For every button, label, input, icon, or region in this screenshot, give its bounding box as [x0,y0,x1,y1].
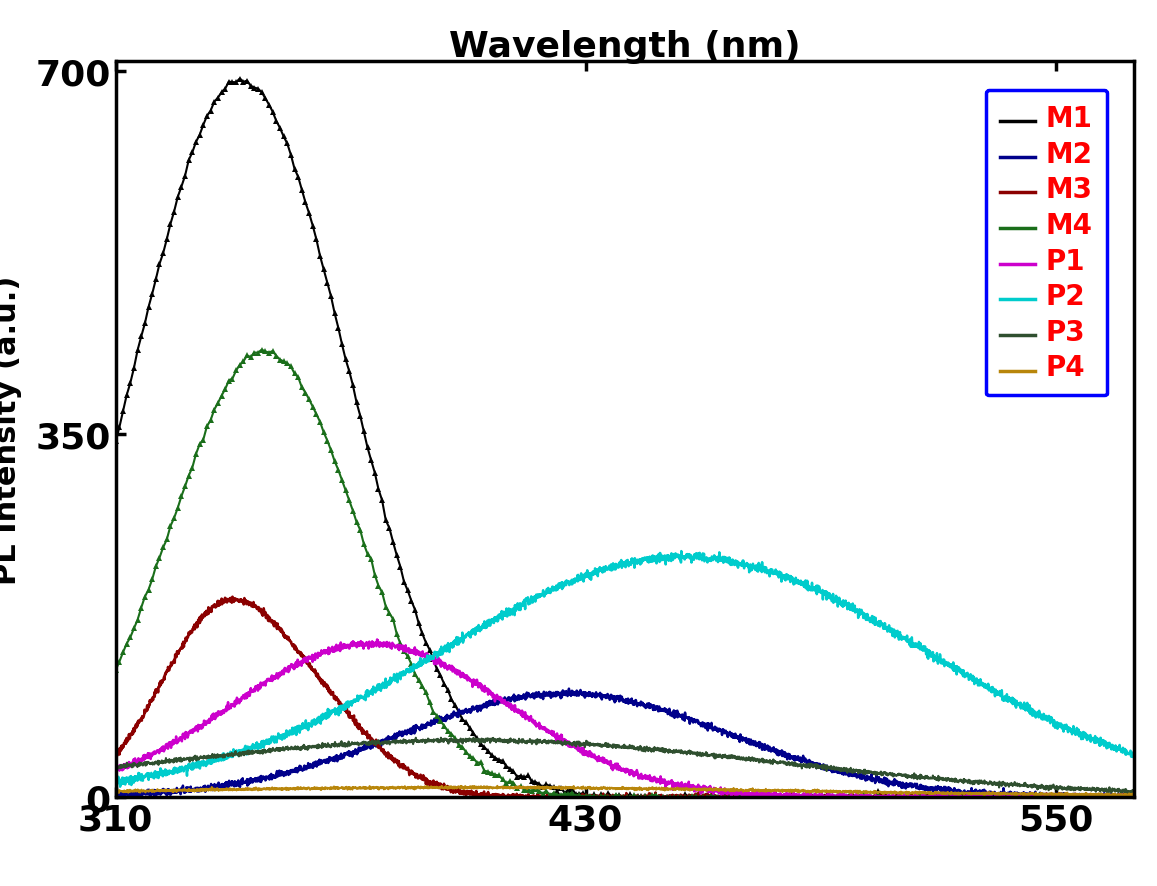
P1 [1107,792,1121,803]
M1 [744,792,758,803]
P1 [224,699,238,710]
M4 [697,792,710,803]
P4 [1075,791,1089,802]
M3 [109,751,123,762]
M4 [1127,790,1141,801]
P4 [491,781,504,791]
X-axis label: Wavelength (nm): Wavelength (nm) [449,29,801,64]
P1 [754,792,768,803]
M3 [1107,792,1121,803]
M1 [602,788,616,798]
P2 [226,750,239,760]
M3 [1127,792,1141,803]
P3 [1107,784,1121,795]
M2 [500,694,514,704]
Legend: M1, M2, M3, M4, P1, P2, P3, P4: M1, M2, M3, M4, P1, P2, P3, P4 [986,91,1106,396]
Line: M1: M1 [113,77,1136,800]
M3 [472,792,486,803]
P4 [500,782,514,793]
P3 [997,780,1011,790]
P4 [109,788,123,798]
P2 [675,546,688,556]
Line: M2: M2 [116,689,1134,797]
M4 [109,664,123,675]
Y-axis label: PL Intensity (a.u.): PL Intensity (a.u.) [0,276,22,584]
Line: P3: P3 [116,738,1134,795]
P3 [109,762,123,773]
M1 [270,116,283,127]
M4 [590,792,604,803]
M4 [270,351,283,361]
P1 [544,728,558,739]
M2 [226,777,239,788]
M3 [500,790,514,801]
P2 [544,587,558,598]
M4 [963,792,977,803]
P1 [370,634,384,645]
M1 [697,791,710,802]
M1 [109,436,123,447]
P2 [109,777,123,788]
P3 [224,748,238,758]
M3 [226,592,239,602]
M3 [224,598,238,609]
P2 [500,603,514,614]
M1 [616,792,629,803]
Line: P1: P1 [116,640,1134,797]
P3 [1127,786,1141,797]
M3 [544,792,558,803]
M4 [255,345,268,355]
P1 [1127,792,1141,803]
P3 [286,742,300,753]
Line: P4: P4 [116,786,1134,797]
M2 [286,767,300,778]
P1 [286,661,300,672]
P2 [1127,752,1141,763]
P3 [500,736,514,747]
P4 [224,783,238,794]
M2 [1107,789,1121,800]
Line: P2: P2 [116,551,1134,787]
P4 [286,783,300,794]
P1 [109,766,123,776]
Line: M3: M3 [116,597,1134,797]
M2 [562,684,576,695]
M4 [605,792,619,803]
P4 [1127,789,1141,800]
P2 [286,729,300,740]
M3 [286,641,300,652]
M2 [997,789,1011,799]
P2 [1107,744,1121,755]
P3 [1127,789,1141,800]
P1 [500,701,514,711]
P4 [997,788,1011,798]
P3 [434,733,448,743]
P4 [1107,790,1121,801]
M2 [544,690,558,701]
P3 [544,737,558,748]
M1 [1127,792,1141,803]
P2 [997,691,1011,702]
Line: M4: M4 [113,347,1136,800]
P4 [544,782,558,793]
M4 [956,792,970,803]
M2 [109,789,123,800]
M2 [110,792,124,803]
P1 [997,792,1011,803]
M2 [1127,791,1141,802]
P2 [113,781,127,792]
M1 [963,789,977,799]
M1 [956,792,970,803]
M1 [233,74,246,85]
M3 [997,790,1011,801]
M4 [744,792,758,803]
